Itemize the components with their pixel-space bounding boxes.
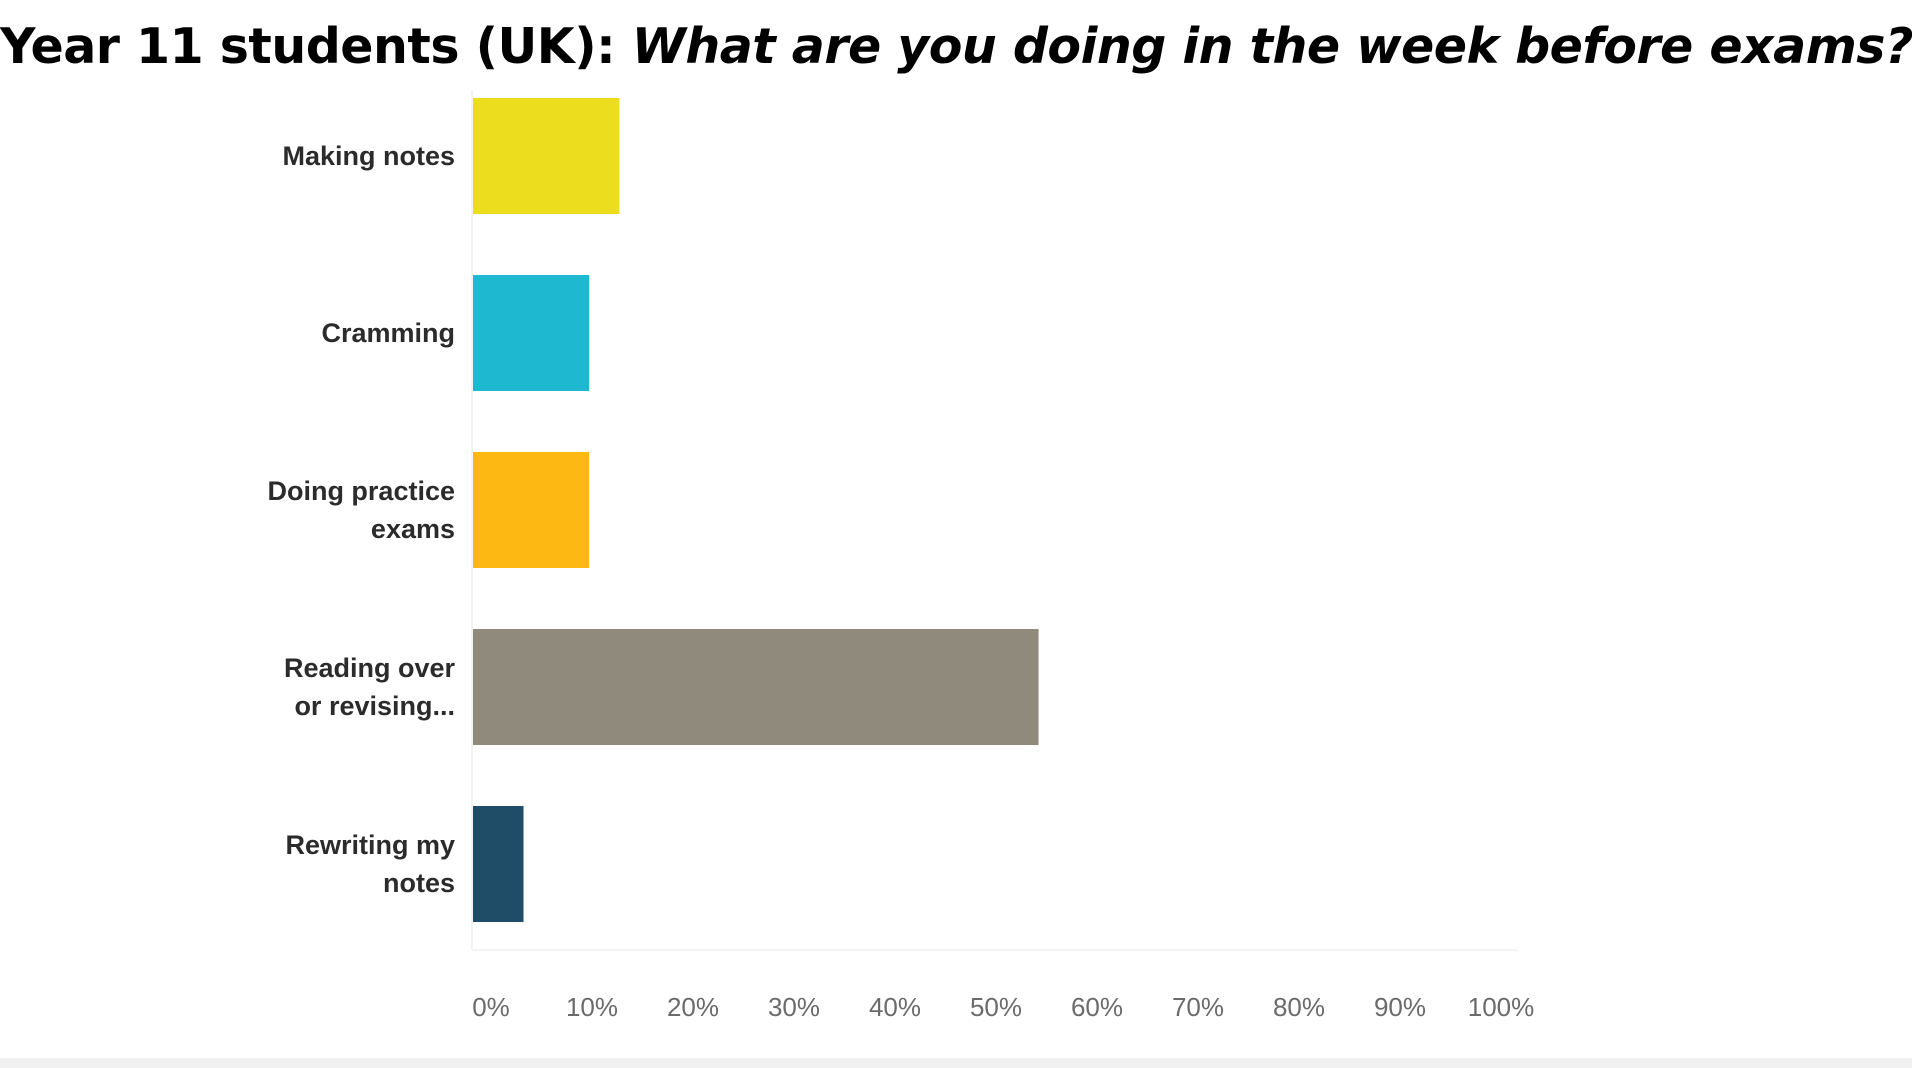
bar-4	[473, 806, 524, 922]
category-label-line: Doing practice	[267, 476, 455, 506]
x-tick-label: 50%	[970, 992, 1022, 1022]
chart-title-question: What are you doing in the week before ex…	[631, 18, 1912, 75]
chart-title-main: Year 11 students (UK):	[0, 18, 632, 75]
x-axis-ticks: 0% 10% 20% 30% 40% 50% 60% 70% 80% 90% 100%	[472, 992, 1534, 1022]
bottom-strip	[0, 1058, 1912, 1068]
x-tick-label: 70%	[1172, 992, 1224, 1022]
bar-1	[473, 275, 590, 391]
category-label-line: Rewriting my	[285, 830, 455, 860]
bar-2	[473, 452, 590, 568]
category-label-line: Cramming	[321, 318, 455, 348]
plot-background	[472, 90, 1517, 950]
category-label-4: Rewriting my notes	[285, 830, 455, 898]
category-labels: Making notes Cramming Doing practice exams R…	[267, 141, 455, 898]
chart-title: Year 11 students (UK): What are you doin…	[0, 18, 1912, 75]
bar-0	[473, 98, 620, 214]
category-label-line: or revising...	[294, 691, 455, 721]
x-tick-label: 80%	[1273, 992, 1325, 1022]
category-label-1: Cramming	[321, 318, 455, 348]
x-tick-label: 100%	[1468, 992, 1535, 1022]
x-tick-label: 90%	[1374, 992, 1426, 1022]
category-label-2: Doing practice exams	[267, 476, 455, 544]
x-tick-label: 30%	[768, 992, 820, 1022]
category-label-line: Making notes	[282, 141, 455, 171]
x-tick-label: 10%	[566, 992, 618, 1022]
x-tick-label: 0%	[472, 992, 510, 1022]
category-label-line: notes	[383, 868, 455, 898]
x-tick-label: 60%	[1071, 992, 1123, 1022]
bars	[473, 98, 1039, 922]
category-label-3: Reading over or revising...	[284, 653, 456, 721]
category-label-line: exams	[371, 514, 455, 544]
x-tick-label: 40%	[869, 992, 921, 1022]
x-tick-label: 20%	[667, 992, 719, 1022]
category-label-0: Making notes	[282, 141, 455, 171]
plot-area	[471, 90, 1517, 951]
category-label-line: Reading over	[284, 653, 456, 683]
bar-3	[473, 629, 1039, 745]
